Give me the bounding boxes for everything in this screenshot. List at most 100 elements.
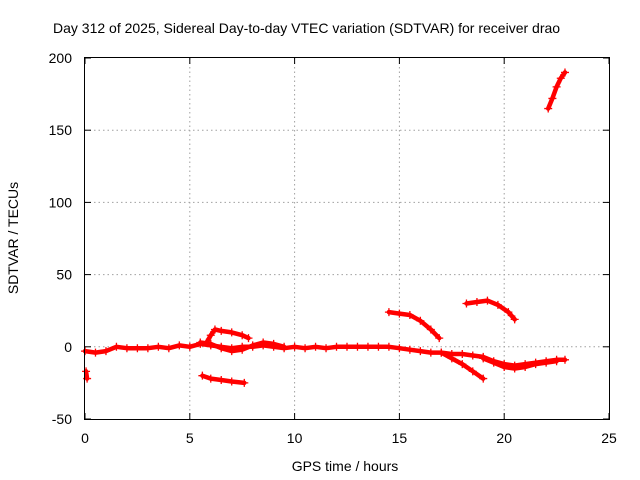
data-point <box>458 360 467 369</box>
data-point <box>483 296 492 305</box>
y-tick-label: 200 <box>49 50 73 66</box>
data-point <box>164 344 173 353</box>
data-point <box>217 376 226 385</box>
data-point <box>521 363 530 372</box>
data-point <box>548 94 557 103</box>
data-point <box>531 360 540 369</box>
data-point <box>472 298 481 307</box>
data-point <box>322 344 331 353</box>
series-start-negative <box>82 367 92 383</box>
data-point <box>154 342 163 351</box>
data-point <box>244 334 253 343</box>
data-point <box>217 326 226 335</box>
x-tick-label: 15 <box>392 430 408 446</box>
data-point <box>143 344 152 353</box>
data-point <box>227 377 236 386</box>
data-point <box>269 339 278 348</box>
data-point <box>542 358 551 367</box>
data-point <box>426 348 435 357</box>
data-point <box>101 347 110 356</box>
data-point <box>552 82 561 91</box>
data-point <box>458 350 467 359</box>
data-point <box>353 342 362 351</box>
data-point <box>227 328 236 337</box>
series-mid-track-5-8h <box>196 338 289 356</box>
data-point <box>560 68 569 77</box>
data-point <box>435 334 444 343</box>
data-point <box>240 378 249 387</box>
data-point <box>91 348 100 357</box>
data-point <box>405 311 414 320</box>
series-arc-14.5-17h <box>384 308 444 343</box>
data-point <box>544 104 553 113</box>
data-point <box>112 342 121 351</box>
data-point <box>384 308 393 317</box>
data-point <box>468 351 477 360</box>
data-point <box>280 342 289 351</box>
data-point <box>175 341 184 350</box>
data-point <box>437 348 446 357</box>
data-point <box>416 316 425 325</box>
data-point <box>447 354 456 363</box>
series-high-arc-22-23h <box>544 68 569 113</box>
x-tick-label: 10 <box>287 430 303 446</box>
data-point <box>468 367 477 376</box>
data-point <box>405 345 414 354</box>
data-point <box>500 363 509 372</box>
data-point <box>217 344 226 353</box>
data-point <box>560 355 569 364</box>
data-point <box>185 342 194 351</box>
y-axis-label: SDTVAR / TECUs <box>5 182 21 294</box>
data-point <box>552 357 561 366</box>
data-point <box>374 342 383 351</box>
x-tick-label: 5 <box>186 430 194 446</box>
data-point <box>206 331 215 340</box>
data-point <box>416 347 425 356</box>
y-tick-label: 0 <box>64 339 72 355</box>
y-tick-label: 50 <box>56 267 72 283</box>
data-point <box>311 342 320 351</box>
data-point <box>122 344 131 353</box>
data-point <box>332 342 341 351</box>
data-point <box>238 331 247 340</box>
axis-ticks: 0 5 10 15 20 25 -50 0 50 100 150 200 <box>49 50 617 446</box>
data-point <box>196 338 205 347</box>
series-dip-6-7.5h <box>198 371 249 387</box>
data-point <box>493 300 502 309</box>
x-axis-label: GPS time / hours <box>292 458 399 474</box>
data-point <box>556 74 565 83</box>
series-descent-17-19h <box>437 348 488 383</box>
data-point <box>363 342 372 351</box>
data-point <box>489 358 498 367</box>
y-tick-label: 100 <box>49 194 73 210</box>
data-point <box>426 325 435 334</box>
data-point <box>462 299 471 308</box>
data-point <box>259 338 268 347</box>
series-arc-18-20.5h <box>462 296 519 324</box>
series-lower-baseline <box>479 354 561 373</box>
y-tick-label: 150 <box>49 122 73 138</box>
data-point <box>133 344 142 353</box>
data-point <box>206 374 215 383</box>
data-point <box>227 347 236 356</box>
data-point <box>210 325 219 334</box>
data-series <box>81 68 569 387</box>
data-point <box>384 342 393 351</box>
data-point <box>82 367 91 376</box>
data-point <box>248 341 257 350</box>
series-small-arc-6h <box>202 325 253 347</box>
grid <box>85 58 609 419</box>
data-point <box>395 344 404 353</box>
x-tick-label: 0 <box>81 430 89 446</box>
data-point <box>238 345 247 354</box>
data-point <box>510 364 519 373</box>
y-tick-label: -50 <box>52 411 72 427</box>
plot-frame <box>84 57 610 420</box>
data-point <box>479 374 488 383</box>
x-tick-label: 20 <box>496 430 512 446</box>
data-point <box>343 342 351 351</box>
data-point <box>510 315 519 324</box>
data-point <box>198 371 207 380</box>
